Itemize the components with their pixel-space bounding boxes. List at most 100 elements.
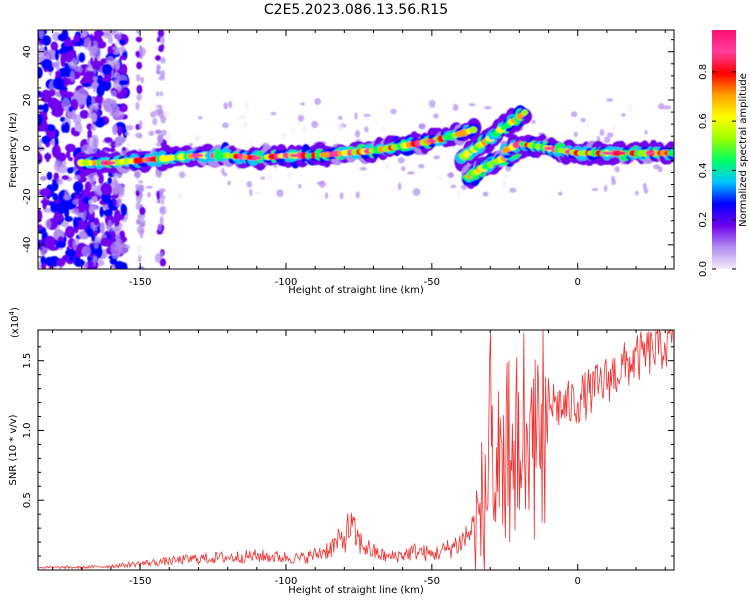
spectrogram-cell — [338, 115, 343, 121]
spectrogram-y-tick-label: 20 — [22, 94, 33, 107]
spectrogram-cell — [154, 55, 161, 61]
spectrogram-cell — [88, 199, 94, 205]
spectrogram-cell — [113, 188, 118, 195]
spectrogram-cell — [159, 258, 167, 267]
spectrogram-cell — [245, 102, 250, 111]
spectrogram-cell — [136, 61, 143, 70]
spectrogram-cell — [337, 123, 344, 132]
spectrogram-cell — [115, 61, 120, 71]
spectrogram-cell — [63, 205, 70, 219]
spectrogram-cell — [140, 219, 146, 226]
spectrogram-cell — [38, 208, 43, 223]
snr-y-tick-label: 1.5 — [22, 353, 33, 369]
spectrogram-cell — [96, 74, 104, 85]
spectrogram-cell — [100, 237, 110, 247]
spectrogram-cell — [52, 193, 59, 201]
spectrogram-cell — [117, 39, 127, 45]
spectrogram-cell — [114, 217, 120, 227]
spectrogram-cell — [92, 255, 98, 261]
spectrogram-cell — [165, 135, 173, 141]
spectrogram-cell — [107, 177, 113, 185]
snr-line — [37, 329, 674, 570]
spectrogram-cell — [452, 103, 459, 111]
spectrogram-cell — [156, 190, 161, 200]
spectrogram-cell — [614, 166, 620, 173]
spectrogram-cell — [249, 140, 254, 145]
spectrogram-cell — [135, 36, 143, 43]
spectrogram-cell — [120, 203, 126, 212]
spectrogram-cell — [112, 124, 118, 135]
spectrogram-cell — [251, 156, 262, 160]
snr-x-tick-label: -150 — [129, 576, 152, 587]
spectrogram-cell — [136, 84, 143, 95]
spectrogram-cell — [40, 263, 47, 269]
spectrogram-heatmap — [38, 30, 674, 269]
spectrogram-cell — [91, 139, 98, 150]
spectrogram-cell — [73, 34, 80, 43]
spectrogram-cell — [91, 97, 96, 105]
spectrogram-cell — [91, 196, 98, 203]
spectrogram-cell — [156, 228, 163, 235]
spectrogram-cell — [39, 188, 52, 197]
spectrogram-cell — [195, 136, 199, 143]
spectrogram-cell — [40, 249, 46, 258]
spectrogram-cell — [81, 246, 92, 257]
spectrogram-frame — [37, 29, 675, 270]
spectrogram-y-tick-label: -20 — [22, 188, 33, 204]
spectrogram-cell — [339, 192, 344, 200]
spectrogram-cell — [137, 214, 142, 219]
spectrogram-cell — [51, 144, 61, 159]
snr-x-tick-label: -100 — [275, 576, 298, 587]
spectrogram-cell — [45, 124, 56, 132]
spectrogram-cell — [93, 105, 99, 112]
spectrogram-cell — [88, 260, 95, 269]
spectrogram-cell — [156, 36, 161, 43]
spectrogram-cell — [642, 182, 647, 190]
snr-x-tick-label: -50 — [424, 576, 440, 587]
spectrogram-cell — [565, 133, 570, 142]
spectrogram-cell — [61, 97, 71, 111]
spectrogram-cell — [137, 180, 144, 184]
spectrogram-cell — [115, 200, 122, 208]
spectrogram-cell — [198, 115, 203, 120]
spectrogram-cell — [110, 230, 116, 240]
spectrogram-cell — [72, 208, 80, 214]
spectrogram-cell — [133, 157, 140, 165]
spectrogram-cell — [112, 46, 119, 51]
spectrogram-cell — [276, 189, 284, 198]
spectrogram-cell — [558, 191, 563, 196]
spectrogram-cell — [77, 216, 82, 221]
spectrogram-cell — [653, 164, 661, 170]
spectrogram-cell — [64, 62, 70, 74]
spectrogram-cell — [57, 240, 67, 249]
spectrogram-cell — [159, 215, 164, 226]
spectrogram-cell — [50, 41, 59, 51]
spectrogram-cell — [52, 77, 65, 90]
spectrogram-cell — [107, 35, 114, 44]
spectrogram-cell — [50, 139, 55, 146]
spectrogram-cell — [157, 30, 165, 38]
spectrogram-cell — [310, 152, 318, 159]
spectrogram-y-ticks: -40 -20 0 20 40 — [22, 39, 674, 258]
spectrogram-cell — [606, 98, 614, 102]
spectrogram-y-tick-label: -40 — [22, 237, 33, 253]
spectrogram-cell — [603, 184, 608, 192]
snr-y-axis-label: SNR (10 * v/v) — [8, 414, 19, 485]
spectrogram-cell — [136, 30, 141, 35]
spectrogram-cell — [117, 125, 123, 137]
spectrogram-cell — [38, 224, 43, 230]
spectrogram-cell — [298, 183, 302, 189]
spectrogram-cell — [139, 45, 143, 53]
spectrogram-cell — [72, 130, 80, 137]
snr-x-axis-label: Height of straight line (km) — [288, 585, 424, 596]
spectrogram-cell — [40, 255, 46, 266]
spectrogram-cell — [119, 230, 125, 240]
spectrogram-cell — [407, 171, 415, 175]
spectrogram-cell — [249, 188, 253, 197]
spectrogram-cell — [364, 126, 369, 133]
spectrogram-cell — [90, 40, 94, 48]
spectrogram-cell — [644, 129, 648, 135]
spectrogram-cell — [41, 58, 53, 70]
colorbar-ticks: 0.0 0.2 0.4 0.6 0.8 — [698, 64, 736, 277]
